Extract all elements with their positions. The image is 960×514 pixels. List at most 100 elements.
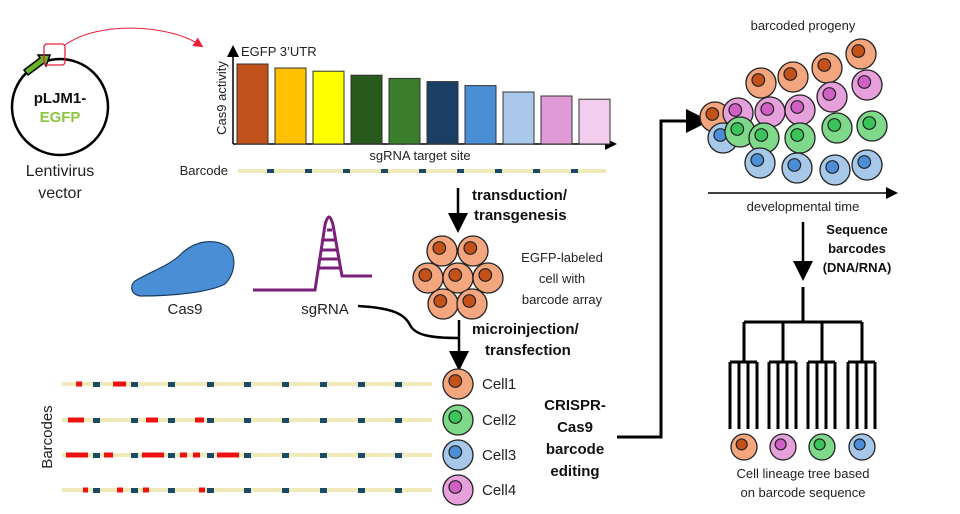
lineage-tree-cells [730,433,876,461]
tree-trunk [744,287,862,324]
target-site [358,453,365,458]
target-site [282,382,289,387]
cas9-label: Cas9 [167,301,202,318]
target-site [168,488,175,493]
egfp-cell-nucleus [418,268,433,282]
egfp-cell-nucleus [448,268,463,282]
target-site [131,418,138,423]
activity-bar [426,81,459,145]
edit-mark [76,381,82,387]
lentivirus-vector: pLJM1- EGFP Lentivirus vector [10,27,204,202]
progeny-cell-nucleus [728,103,743,117]
sgrna-icon [253,215,372,292]
target-site [495,169,502,173]
chart-title: EGFP 3’UTR [241,44,317,59]
target-site [131,382,138,387]
egfp-labeled-cell-cluster [412,235,504,320]
crispr-label-3: barcode [546,441,604,458]
edit-mark [117,487,123,493]
vector-caption: Lentivirus [26,163,94,180]
progeny-cell-nucleus [705,107,720,121]
tree-branch [846,322,877,429]
edited-barcodes [62,381,432,493]
edit-mark [199,487,205,493]
transduction-label: transduction/ [472,187,568,204]
cas9-protein-icon [131,241,235,297]
x-axis-label: sgRNA target site [369,148,470,163]
target-site [93,488,100,493]
target-site [358,382,365,387]
edit-mark [68,417,84,423]
target-site [267,169,274,173]
progeny-cell-nucleus [750,153,765,167]
edit-mark [146,417,158,423]
egfp-cell-nucleus [462,294,477,308]
target-site [457,169,464,173]
target-site [168,418,175,423]
zoom-arrow [64,27,204,48]
cell-2-nucleus [448,410,463,424]
edit-mark [83,487,88,493]
egfp-cell-nucleus [432,241,447,255]
y-axis-label: Cas9 activity [214,61,229,135]
cell-label-3: Cell3 [482,447,516,464]
egfp-cell-nucleus [478,268,493,282]
target-site [244,488,251,493]
target-site [320,418,327,423]
edit-mark [217,452,239,458]
cluster-label-2: cell with [539,271,585,286]
target-site [282,488,289,493]
barcode-label: Barcode [180,163,228,178]
target-site [320,382,327,387]
activity-bar [388,77,421,145]
cell-label-4: Cell4 [482,482,516,499]
target-site [282,453,289,458]
activity-bar [236,63,269,145]
target-site [282,418,289,423]
edit-mark [142,452,164,458]
plasmid-circle [10,57,110,157]
microinjection-label: microinjection/ [472,321,580,338]
cell-label-1: Cell1 [482,376,516,393]
vector-caption-2: vector [38,185,82,202]
target-site [320,488,327,493]
target-site [381,169,388,173]
cluster-label-1: EGFP-labeled [521,250,603,265]
progeny-cell-nucleus [817,58,832,72]
progeny-cell-nucleus [790,100,805,114]
tree-leaf-cell-nucleus [774,438,787,451]
target-site [207,382,214,387]
activity-bar [464,85,497,145]
activity-bar [350,74,383,145]
tree-caption-2: on barcode sequence [740,485,865,500]
crispr-label-4: editing [550,463,599,480]
activity-bar [312,70,345,145]
development-connector-arrow [617,109,710,439]
progeny-cell-nucleus [827,118,842,132]
progeny-title: barcoded progeny [751,18,856,33]
sequencing-label-2: barcodes [828,241,886,256]
crispr-label-2: Cas9 [557,419,593,436]
edit-mark [66,452,88,458]
activity-bar [578,98,611,145]
target-site [419,169,426,173]
tree-leaf-cell-nucleus [813,438,826,451]
lineage-tree [728,287,877,429]
progeny-cell-nucleus [760,102,775,116]
progeny-cell-nucleus [825,160,840,174]
tree-branch [728,322,759,429]
transgenesis-label: transgenesis [474,207,567,224]
transfection-label: transfection [485,342,571,359]
activity-bar [274,67,307,145]
target-site [131,488,138,493]
sgrna-label: sgRNA [301,301,349,318]
highlight-box [43,43,66,66]
progeny-cell-nucleus [787,158,802,172]
cluster-label-3: barcode array [522,292,603,307]
target-site [207,453,214,458]
edit-mark [104,452,113,458]
target-site [395,418,402,423]
target-site [395,453,402,458]
edit-mark [193,452,200,458]
